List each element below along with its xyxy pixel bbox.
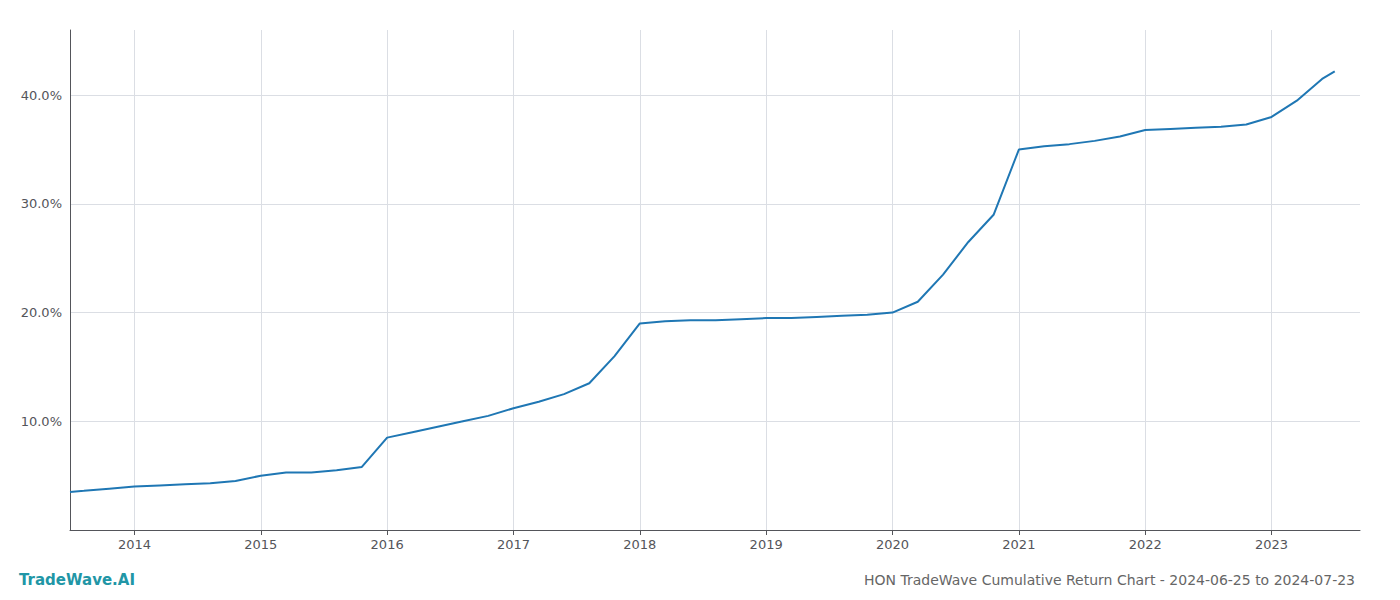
svg-text:2021: 2021	[1002, 537, 1035, 552]
svg-text:HON TradeWave Cumulative Retur: HON TradeWave Cumulative Return Chart - …	[864, 572, 1355, 588]
svg-text:10.0%: 10.0%	[21, 414, 62, 429]
svg-text:2016: 2016	[371, 537, 404, 552]
svg-text:TradeWave.AI: TradeWave.AI	[19, 571, 135, 589]
svg-text:2020: 2020	[876, 537, 909, 552]
svg-text:2015: 2015	[244, 537, 277, 552]
svg-text:2023: 2023	[1255, 537, 1288, 552]
svg-text:2014: 2014	[118, 537, 151, 552]
svg-text:20.0%: 20.0%	[21, 305, 62, 320]
svg-text:40.0%: 40.0%	[21, 88, 62, 103]
svg-text:2019: 2019	[750, 537, 783, 552]
svg-text:30.0%: 30.0%	[21, 196, 62, 211]
svg-text:2018: 2018	[623, 537, 656, 552]
svg-text:2017: 2017	[497, 537, 530, 552]
svg-text:2022: 2022	[1129, 537, 1162, 552]
